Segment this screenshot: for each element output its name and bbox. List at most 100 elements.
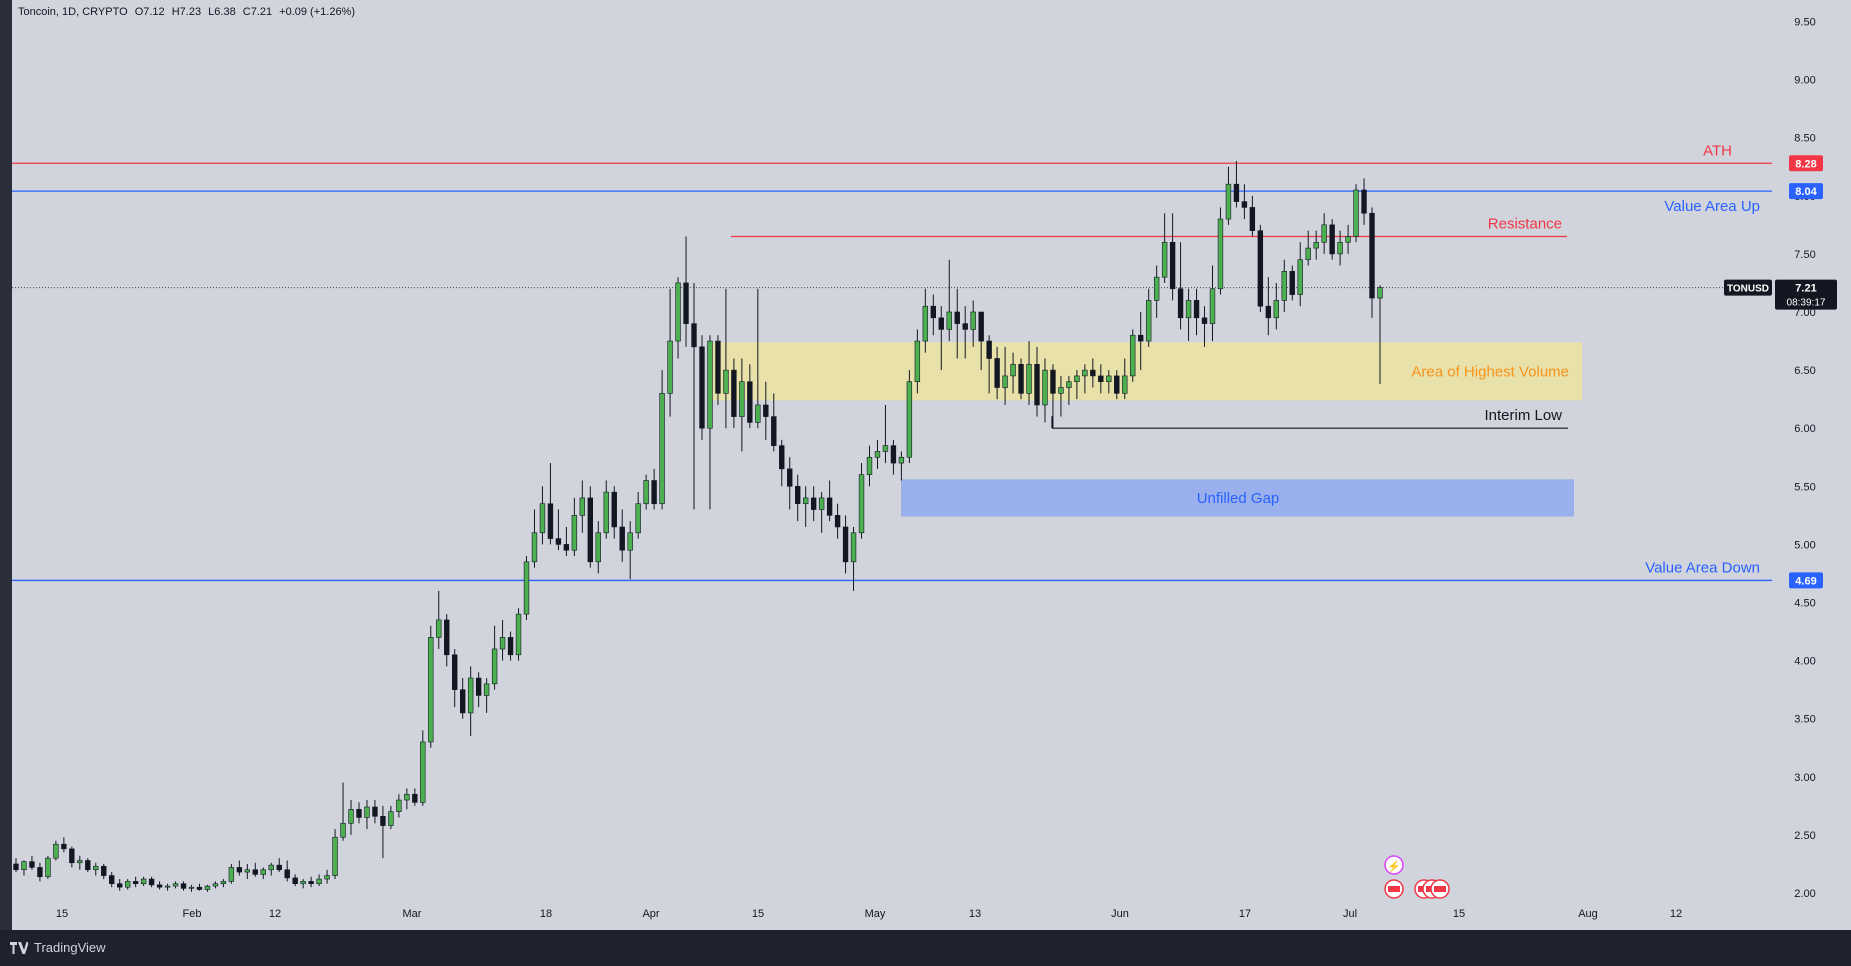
- candle-body[interactable]: [1273, 300, 1279, 319]
- candlestick-chart[interactable]: 2.00 2.50 3.00 3.50 4.00 4.50 5.00 5.50 6.00 6.50…: [12, 0, 1851, 930]
- candle-body[interactable]: [1361, 189, 1367, 214]
- brand[interactable]: TradingView: [10, 940, 106, 955]
- candle-body[interactable]: [340, 822, 346, 838]
- candle-body[interactable]: [898, 456, 905, 464]
- candle-body[interactable]: [364, 806, 370, 818]
- candle-body[interactable]: [858, 474, 865, 534]
- candle-body[interactable]: [436, 619, 442, 638]
- candle-body[interactable]: [284, 869, 290, 879]
- candle-body[interactable]: [874, 451, 881, 458]
- candle-body[interactable]: [420, 741, 426, 803]
- candle-body[interactable]: [61, 843, 67, 850]
- candle-body[interactable]: [507, 637, 514, 656]
- candle-body[interactable]: [1066, 381, 1072, 388]
- candle-body[interactable]: [595, 532, 601, 563]
- candle-body[interactable]: [763, 404, 769, 417]
- candle-body[interactable]: [332, 836, 338, 876]
- candle-body[interactable]: [619, 526, 625, 551]
- candle-body[interactable]: [204, 885, 211, 890]
- candle-body[interactable]: [292, 877, 298, 885]
- candle-body[interactable]: [970, 311, 976, 330]
- candle-body[interactable]: [603, 491, 609, 534]
- candle-body[interactable]: [316, 878, 322, 885]
- candle-body[interactable]: [731, 369, 737, 417]
- candle-body[interactable]: [1114, 375, 1120, 394]
- candle-body[interactable]: [196, 886, 203, 890]
- candle-body[interactable]: [467, 677, 474, 714]
- candle-body[interactable]: [890, 445, 897, 464]
- candle-body[interactable]: [1225, 183, 1232, 220]
- candle-body[interactable]: [499, 637, 506, 650]
- candle-body[interactable]: [268, 864, 274, 871]
- candle-body[interactable]: [124, 881, 131, 888]
- candle-body[interactable]: [1050, 369, 1056, 394]
- candle-body[interactable]: [946, 311, 952, 330]
- candle-body[interactable]: [1217, 218, 1224, 290]
- candle-body[interactable]: [188, 886, 195, 889]
- candle-body[interactable]: [140, 878, 147, 885]
- candle-body[interactable]: [1257, 230, 1264, 307]
- candle-body[interactable]: [826, 497, 833, 516]
- candle-body[interactable]: [787, 468, 793, 487]
- candle-body[interactable]: [180, 883, 187, 889]
- candle-body[interactable]: [1209, 288, 1216, 324]
- candle-body[interactable]: [475, 677, 482, 696]
- candle-body[interactable]: [978, 311, 984, 342]
- candle-body[interactable]: [986, 340, 992, 359]
- candle-body[interactable]: [372, 806, 378, 817]
- candle-body[interactable]: [1185, 300, 1192, 319]
- candle-body[interactable]: [643, 480, 649, 505]
- candle-body[interactable]: [563, 544, 570, 551]
- candle-body[interactable]: [324, 875, 330, 880]
- candle-body[interactable]: [244, 869, 251, 873]
- candle-body[interactable]: [1233, 183, 1240, 202]
- candle-body[interactable]: [396, 799, 402, 812]
- candle-body[interactable]: [523, 561, 530, 615]
- candle-body[interactable]: [29, 861, 35, 868]
- candle-body[interactable]: [412, 793, 418, 803]
- candle-body[interactable]: [483, 683, 490, 696]
- candle-body[interactable]: [1098, 375, 1104, 383]
- candle-body[interactable]: [1130, 334, 1136, 377]
- candle-body[interactable]: [771, 416, 777, 446]
- candle-body[interactable]: [93, 865, 99, 871]
- candle-body[interactable]: [1034, 363, 1040, 406]
- candle-body[interactable]: [651, 480, 657, 505]
- candle-body[interactable]: [452, 654, 458, 690]
- candle-body[interactable]: [53, 843, 59, 859]
- candle-body[interactable]: [37, 867, 43, 878]
- candle-body[interactable]: [755, 404, 761, 423]
- candle-body[interactable]: [1106, 375, 1112, 383]
- candle-body[interactable]: [132, 881, 139, 885]
- candle-body[interactable]: [882, 445, 889, 452]
- candle-body[interactable]: [723, 369, 729, 394]
- candle-body[interactable]: [172, 883, 179, 887]
- candle-body[interactable]: [1177, 288, 1184, 319]
- candle-body[interactable]: [388, 811, 394, 826]
- candle-body[interactable]: [850, 532, 857, 563]
- candle-body[interactable]: [1369, 212, 1375, 299]
- candle-body[interactable]: [810, 497, 817, 510]
- candle-body[interactable]: [1145, 300, 1152, 342]
- candle-body[interactable]: [348, 809, 354, 824]
- candle-body[interactable]: [635, 503, 641, 534]
- lightning-event-icon[interactable]: [1384, 855, 1404, 875]
- candle-body[interactable]: [802, 497, 809, 505]
- candle-body[interactable]: [818, 497, 825, 510]
- candle-body[interactable]: [1010, 363, 1016, 377]
- candle-body[interactable]: [1313, 241, 1319, 249]
- candle-body[interactable]: [1122, 375, 1128, 394]
- candle-body[interactable]: [156, 884, 163, 888]
- candle-body[interactable]: [627, 532, 633, 551]
- candle-body[interactable]: [1297, 259, 1303, 295]
- candle-body[interactable]: [611, 491, 617, 528]
- candle-body[interactable]: [834, 515, 841, 528]
- candle-body[interactable]: [539, 503, 546, 534]
- candle-body[interactable]: [252, 869, 258, 875]
- candle-body[interactable]: [85, 860, 91, 871]
- candle-body[interactable]: [1082, 369, 1088, 377]
- candle-body[interactable]: [675, 282, 681, 342]
- candle-body[interactable]: [276, 864, 282, 871]
- candle-body[interactable]: [515, 613, 522, 656]
- candle-body[interactable]: [659, 393, 665, 505]
